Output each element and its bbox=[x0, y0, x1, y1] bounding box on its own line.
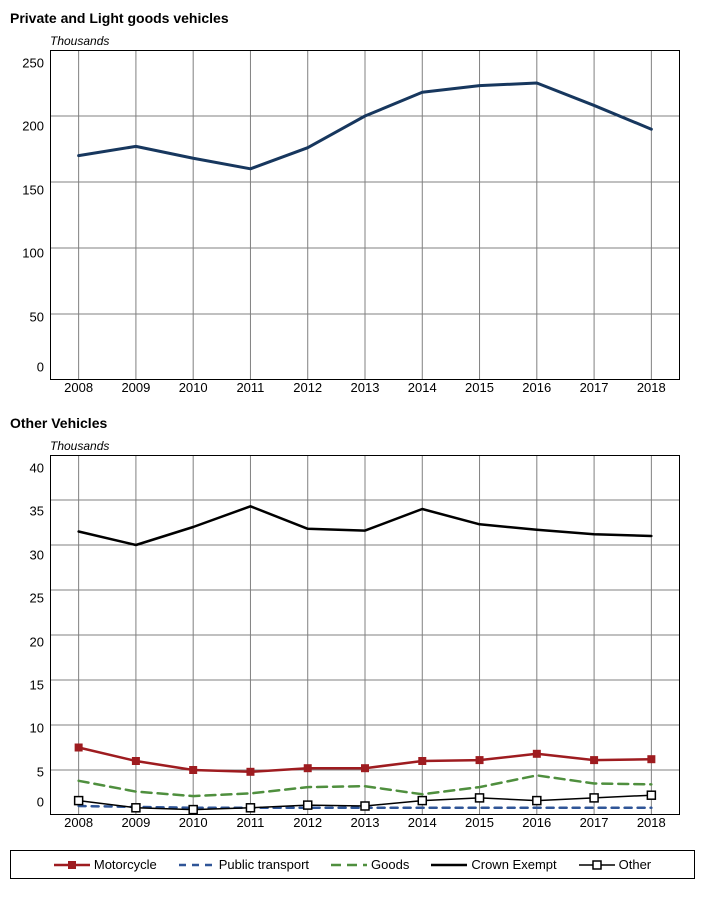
x-tick-label: 2015 bbox=[451, 815, 508, 830]
x-tick-label: 2016 bbox=[508, 815, 565, 830]
y-tick-label: 25 bbox=[10, 592, 44, 605]
y-tick-label: 35 bbox=[10, 505, 44, 518]
x-tick-label: 2015 bbox=[451, 380, 508, 395]
legend-label: Motorcycle bbox=[94, 857, 157, 872]
chart-other-vehicles: Other Vehicles Thousands 403530252015105… bbox=[10, 415, 695, 830]
y-tick-label: 5 bbox=[10, 765, 44, 778]
chart2-y-axis-labels: 40 35 30 25 20 15 10 5 0 bbox=[10, 455, 50, 815]
x-tick-label: 2013 bbox=[336, 380, 393, 395]
y-tick-label: 0 bbox=[10, 796, 44, 809]
legend-swatch bbox=[431, 858, 467, 872]
y-tick-label: 200 bbox=[10, 120, 44, 133]
chart2-x-axis-labels: 2008200920102011201220132014201520162017… bbox=[50, 815, 680, 830]
legend-label: Public transport bbox=[219, 857, 309, 872]
x-tick-label: 2014 bbox=[394, 815, 451, 830]
x-tick-label: 2011 bbox=[222, 380, 279, 395]
y-tick-label: 15 bbox=[10, 678, 44, 691]
chart2-title: Other Vehicles bbox=[10, 415, 695, 431]
x-tick-label: 2017 bbox=[565, 380, 622, 395]
x-tick-label: 2009 bbox=[107, 380, 164, 395]
chart-private-light-goods: Private and Light goods vehicles Thousan… bbox=[10, 10, 695, 395]
y-tick-label: 250 bbox=[10, 57, 44, 70]
y-tick-label: 10 bbox=[10, 722, 44, 735]
y-tick-label: 20 bbox=[10, 635, 44, 648]
legend-item: Goods bbox=[331, 857, 409, 872]
x-tick-label: 2014 bbox=[394, 380, 451, 395]
x-tick-label: 2011 bbox=[222, 815, 279, 830]
x-tick-label: 2017 bbox=[565, 815, 622, 830]
x-tick-label: 2016 bbox=[508, 380, 565, 395]
legend-label: Other bbox=[619, 857, 652, 872]
x-tick-label: 2010 bbox=[165, 815, 222, 830]
y-tick-label: 40 bbox=[10, 462, 44, 475]
chart2-plot-area bbox=[50, 455, 695, 815]
legend-item: Crown Exempt bbox=[431, 857, 556, 872]
x-tick-label: 2018 bbox=[623, 380, 680, 395]
y-tick-label: 50 bbox=[10, 310, 44, 323]
y-tick-label: 0 bbox=[10, 360, 44, 373]
x-tick-label: 2013 bbox=[336, 815, 393, 830]
chart2-y-title: Thousands bbox=[50, 439, 695, 453]
chart1-y-title: Thousands bbox=[50, 34, 695, 48]
chart1-x-axis-labels: 2008200920102011201220132014201520162017… bbox=[50, 380, 680, 395]
y-tick-label: 30 bbox=[10, 548, 44, 561]
legend: Motorcycle Public transport Goods Crown … bbox=[10, 850, 695, 879]
legend-label: Goods bbox=[371, 857, 409, 872]
x-tick-label: 2010 bbox=[165, 380, 222, 395]
legend-swatch bbox=[331, 858, 367, 872]
legend-swatch bbox=[179, 858, 215, 872]
chart1-y-axis-labels: 250 200 150 100 50 0 bbox=[10, 50, 50, 380]
legend-swatch bbox=[579, 858, 615, 872]
x-tick-label: 2012 bbox=[279, 380, 336, 395]
x-tick-label: 2012 bbox=[279, 815, 336, 830]
y-tick-label: 150 bbox=[10, 183, 44, 196]
x-tick-label: 2009 bbox=[107, 815, 164, 830]
chart1-plot-area bbox=[50, 50, 695, 380]
chart1-title: Private and Light goods vehicles bbox=[10, 10, 695, 26]
x-tick-label: 2018 bbox=[623, 815, 680, 830]
legend-label: Crown Exempt bbox=[471, 857, 556, 872]
x-tick-label: 2008 bbox=[50, 380, 107, 395]
legend-item: Other bbox=[579, 857, 652, 872]
legend-item: Public transport bbox=[179, 857, 309, 872]
x-tick-label: 2008 bbox=[50, 815, 107, 830]
legend-swatch bbox=[54, 858, 90, 872]
y-tick-label: 100 bbox=[10, 247, 44, 260]
legend-item: Motorcycle bbox=[54, 857, 157, 872]
